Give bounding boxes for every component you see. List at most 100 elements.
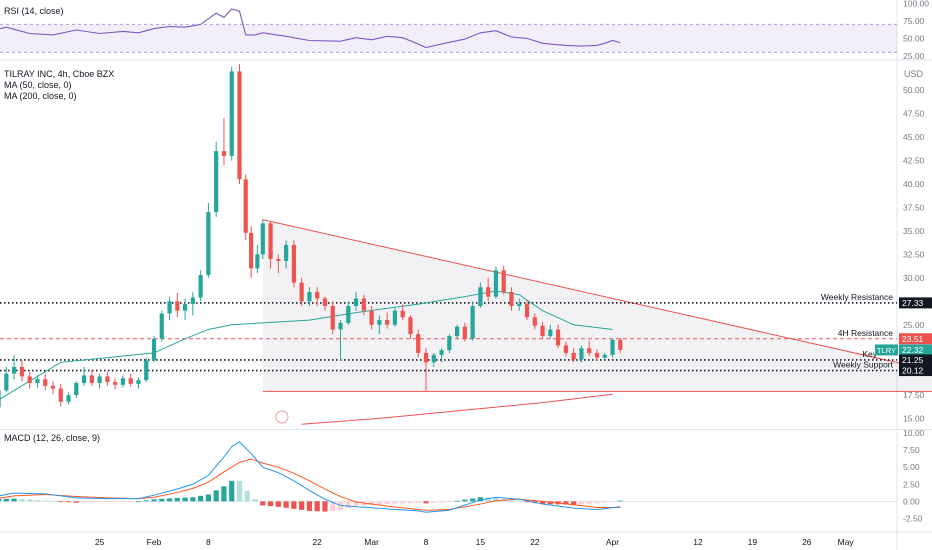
- macd-tick-label: -2.50: [903, 513, 923, 523]
- macd-histogram-bar: [11, 498, 17, 502]
- candle-body: [167, 301, 172, 314]
- macd-histogram-bar: [143, 500, 149, 502]
- macd-histogram-bar: [213, 490, 219, 502]
- candle-body: [74, 382, 79, 396]
- candle-body: [50, 385, 56, 389]
- price-tick-label: 17.50: [903, 390, 925, 400]
- price-tick-label: 42.50: [903, 156, 925, 166]
- macd-histogram-bar: [120, 501, 126, 503]
- price-tick-label: 40.00: [903, 179, 925, 189]
- macd-histogram-bar: [516, 501, 522, 503]
- time-tick-label: 19: [748, 537, 758, 547]
- candle-body: [128, 378, 133, 384]
- macd-histogram-bar: [19, 499, 25, 502]
- macd-histogram-bar: [586, 501, 592, 504]
- price-tick-label: 30.00: [903, 273, 925, 283]
- candle-body: [4, 373, 9, 391]
- macd-tick-label: 0.00: [903, 496, 920, 506]
- candle-body: [58, 388, 63, 402]
- macd-histogram-bar: [571, 501, 577, 505]
- triangle-fill: [262, 219, 932, 392]
- price-tick-label: 50.00: [903, 85, 925, 95]
- macd-histogram-bar: [104, 501, 110, 503]
- macd-histogram-bar: [594, 501, 600, 504]
- ma200-line: [301, 393, 613, 425]
- candle-body: [255, 254, 260, 269]
- macd-histogram-bar: [384, 501, 390, 505]
- candle-body: [416, 334, 421, 353]
- candle-body: [540, 325, 545, 337]
- macd-histogram-bar: [34, 500, 41, 502]
- candle-body: [214, 151, 219, 213]
- macd-histogram-bar: [42, 500, 48, 502]
- horizontal-level-label: Key: [862, 349, 877, 359]
- candle-body: [190, 297, 195, 305]
- candle-body: [587, 348, 592, 353]
- macd-histogram-bar: [260, 501, 266, 506]
- macd-histogram-bar: [423, 501, 429, 504]
- macd-histogram-bar: [81, 501, 87, 503]
- price-badge: [899, 344, 932, 356]
- macd-histogram-bar: [159, 498, 165, 502]
- macd-histogram-bar: [283, 501, 289, 508]
- candle-body: [120, 378, 126, 385]
- macd-tick-label: 2.50: [903, 479, 920, 489]
- macd-histogram-bar: [229, 480, 235, 502]
- macd-histogram-bar: [400, 501, 406, 504]
- price-tick-label: 25.00: [903, 320, 925, 330]
- candle-body: [408, 317, 413, 335]
- time-tick-label: Feb: [147, 537, 162, 547]
- time-tick-label: 12: [693, 537, 703, 547]
- macd-histogram-bar: [97, 501, 103, 503]
- macd-histogram-bar: [602, 501, 608, 503]
- macd-histogram-bar: [345, 501, 351, 509]
- time-tick-label: 22: [530, 537, 540, 547]
- macd-histogram-bar: [462, 499, 468, 502]
- macd-histogram-bar: [128, 501, 134, 503]
- macd-histogram-bar: [493, 497, 499, 502]
- macd-histogram-bar: [291, 501, 297, 509]
- macd-histogram-bar: [563, 501, 569, 505]
- candle-body: [524, 304, 530, 318]
- candle-body: [12, 367, 17, 374]
- rsi-tick-label: 75.00: [903, 16, 925, 26]
- macd-histogram-bar: [182, 497, 188, 502]
- candle-body: [563, 345, 568, 353]
- candle-body: [151, 338, 157, 361]
- price-badge-label: 27.33: [902, 298, 924, 308]
- price-badge-label: 22.32: [902, 345, 924, 355]
- candle-body: [509, 291, 514, 306]
- candle-body: [299, 282, 304, 302]
- macd-histogram-bar: [190, 497, 196, 502]
- macd-histogram-bar: [205, 494, 211, 502]
- candle-body: [136, 380, 141, 384]
- macd-histogram-bar: [221, 486, 227, 502]
- time-tick-label: 8: [206, 537, 211, 547]
- candle-body: [229, 71, 234, 156]
- macd-histogram-bar: [415, 501, 421, 503]
- candle-body: [159, 313, 164, 339]
- macd-histogram-bar: [438, 501, 445, 503]
- price-badge: [899, 333, 932, 345]
- macd-tick-label: 10.00: [903, 428, 925, 438]
- macd-histogram-bar: [275, 501, 281, 507]
- macd-histogram-bar: [27, 499, 33, 502]
- candle-body: [517, 304, 522, 306]
- macd-histogram-bar: [89, 501, 95, 503]
- macd-histogram-bar: [485, 497, 491, 502]
- candle-body: [556, 329, 561, 346]
- candle-body: [268, 223, 273, 260]
- rsi-line: [0, 8, 621, 49]
- candle-body: [330, 306, 335, 330]
- candle-body: [307, 291, 312, 302]
- macd-histogram-bar: [407, 501, 414, 504]
- candle-body: [501, 270, 506, 292]
- rsi-band: [0, 24, 897, 53]
- candle-body: [206, 212, 211, 276]
- macd-histogram-bar: [431, 501, 437, 503]
- horizontal-level-label: Weekly Support: [833, 360, 893, 370]
- macd-histogram-bar: [477, 497, 483, 502]
- candle-body: [462, 326, 467, 339]
- ma200-label: MA (200, close, 0): [4, 91, 77, 101]
- candle-body: [369, 310, 374, 325]
